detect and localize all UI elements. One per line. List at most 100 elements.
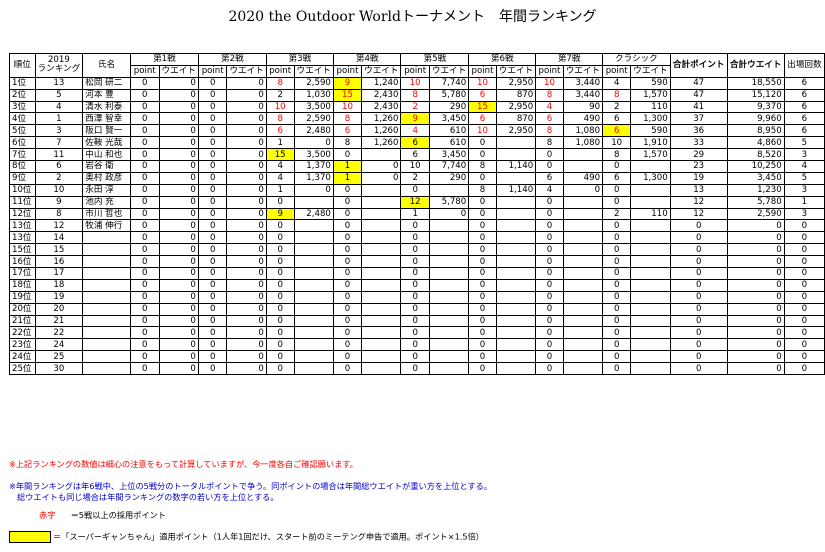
table-row: 23位 24 0 0 0 0 0 0 0 0 0 0 0 0 0 [9, 338, 825, 352]
weight-cell [495, 171, 537, 185]
point-cell: 8 [400, 88, 430, 102]
weight-cell: 1,370 [293, 160, 334, 173]
point-cell: 0 [602, 326, 632, 340]
point-cell: 0 [535, 338, 564, 352]
prev-ranking-cell: 8 [34, 207, 84, 221]
table-row: 21位 21 0 0 0 0 0 0 0 0 0 0 0 0 0 [9, 314, 825, 328]
prev-ranking-cell: 5 [34, 88, 84, 102]
total-weight-cell: 0 [726, 314, 785, 328]
total-weight-cell: 3,450 [726, 171, 785, 185]
point-cell: 0 [129, 231, 160, 245]
header-round-6: 第6戦 [468, 53, 537, 66]
weight-cell [630, 278, 671, 292]
rank-cell: 4位 [9, 112, 36, 126]
header-point: point [265, 64, 295, 78]
appearances-cell: 5 [783, 136, 825, 150]
point-cell: 0 [400, 338, 430, 352]
weight-cell [630, 290, 671, 304]
weight-cell [361, 350, 402, 364]
total-weight-cell: 0 [726, 219, 785, 233]
point-cell: 0 [535, 362, 564, 376]
point-cell: 0 [535, 302, 564, 316]
total-point-cell: 12 [669, 195, 728, 209]
weight-cell: 0 [158, 148, 199, 162]
prev-ranking-cell: 7 [34, 136, 84, 150]
rank-cell: 20位 [9, 302, 36, 316]
total-point-cell: 0 [669, 302, 728, 316]
point-cell: 0 [535, 350, 564, 364]
name-cell: 松岡 研二 [82, 76, 131, 90]
point-cell: 0 [332, 207, 363, 221]
total-point-cell: 0 [669, 231, 728, 245]
point-cell: 0 [400, 231, 430, 245]
table-row: 16位 16 0 0 0 0 0 0 0 0 0 0 0 0 0 [9, 255, 825, 269]
point-cell: 0 [602, 255, 632, 269]
point-cell: 8 [332, 136, 363, 150]
point-cell: 10 [400, 76, 430, 90]
point-cell: 0 [265, 362, 295, 376]
total-weight-cell: 8,950 [726, 124, 785, 138]
point-cell: 0 [468, 243, 497, 257]
total-point-cell: 41 [669, 100, 728, 114]
point-cell: 0 [400, 243, 430, 257]
point-cell: 0 [468, 255, 497, 269]
legend-red: 赤字 ＝5戦以上の採用ポイント [39, 510, 166, 521]
point-cell: 6 [535, 171, 564, 185]
weight-cell [428, 255, 470, 269]
point-cell: 0 [197, 278, 228, 292]
weight-cell: 0 [293, 136, 334, 150]
total-point-cell: 19 [669, 171, 728, 185]
point-cell: 15 [332, 88, 363, 102]
point-cell: 2 [265, 88, 295, 102]
weight-cell [562, 243, 604, 257]
total-weight-cell: 0 [726, 278, 785, 292]
point-cell: 8 [535, 124, 564, 138]
point-cell: 10 [332, 100, 363, 114]
weight-cell [495, 302, 537, 316]
name-cell [82, 231, 131, 245]
weight-cell: 0 [158, 183, 199, 197]
point-cell: 0 [197, 302, 228, 316]
weight-cell [495, 278, 537, 292]
point-cell: 0 [468, 267, 497, 280]
point-cell: 0 [535, 255, 564, 269]
point-cell: 0 [265, 195, 295, 209]
weight-cell: 0 [226, 148, 267, 162]
weight-cell [428, 338, 470, 352]
weight-cell [562, 350, 604, 364]
prev-ranking-cell: 10 [34, 183, 84, 197]
point-cell: 6 [265, 124, 295, 138]
header-point: point [129, 64, 160, 78]
point-cell: 0 [400, 362, 430, 376]
weight-cell [428, 362, 470, 376]
header-point: point [602, 64, 632, 78]
point-cell: 0 [197, 76, 228, 90]
weight-cell [428, 243, 470, 257]
total-point-cell: 36 [669, 124, 728, 138]
point-cell: 0 [468, 148, 497, 162]
point-cell: 0 [535, 326, 564, 340]
weight-cell: 1,570 [630, 88, 671, 102]
header-round-3: 第3戦 [265, 53, 334, 66]
point-cell: 0 [129, 314, 160, 328]
name-cell [82, 350, 131, 364]
weight-cell [630, 243, 671, 257]
total-weight-cell: 0 [726, 255, 785, 269]
point-cell: 0 [468, 136, 497, 150]
prev-ranking-cell: 30 [34, 362, 84, 376]
table-header: 順位 2019 ランキング 氏名 第1戦 第2戦 第3戦 第4戦 第5戦 第6戦 第7戦 クラシック合… [9, 53, 825, 78]
total-weight-cell: 1,230 [726, 183, 785, 197]
appearances-cell: 4 [783, 160, 825, 173]
point-cell: 0 [129, 171, 160, 185]
weight-cell: 0 [428, 207, 470, 221]
header-weight: ウエイト [428, 64, 470, 78]
total-weight-cell: 0 [726, 302, 785, 316]
point-cell: 0 [265, 267, 295, 280]
table-row: 6位 7 佐鞍 光哉 0 0 0 0 1 0 8 1,260 6 610 0 8 1,080 10 1,910 33… [9, 136, 825, 150]
point-cell: 6 [468, 88, 497, 102]
weight-cell: 0 [361, 160, 402, 173]
rank-cell: 15位 [9, 243, 36, 257]
point-cell: 6 [602, 112, 632, 126]
table-row: 5位 3 阪口 賢一 0 0 0 0 6 2,480 6 1,260 4 610 10 2,950 8 1,08… [9, 124, 825, 138]
rank-cell: 12位 [9, 207, 36, 221]
